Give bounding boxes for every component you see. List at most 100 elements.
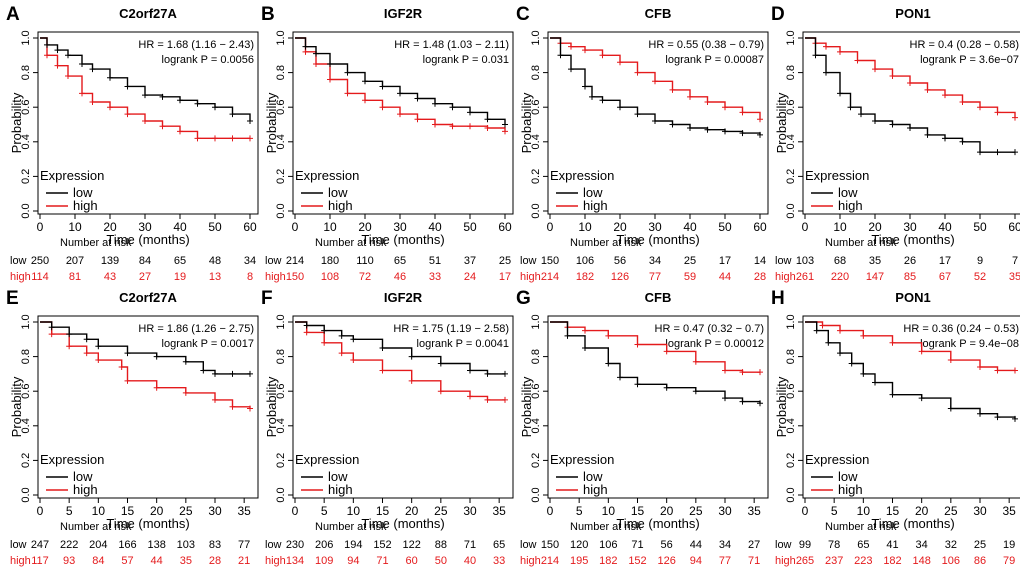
x-axis-label: Time (months) [106, 516, 189, 531]
legend-title: Expression [295, 452, 359, 467]
risk-count-low: 99 [799, 539, 811, 551]
censor-mark-low [825, 339, 832, 346]
risk-count-low: 77 [238, 539, 250, 551]
censor-mark-low [247, 370, 253, 377]
censor-mark-low [994, 414, 1001, 421]
risk-count-high: 28 [754, 271, 766, 283]
risk-count-high: 134 [286, 555, 304, 567]
censor-mark-low [872, 118, 878, 125]
risk-count-high: 27 [139, 271, 151, 283]
censor-mark-high [182, 389, 189, 396]
censor-mark-high [247, 405, 253, 412]
censor-mark-low [432, 100, 438, 107]
panel-letter: D [771, 4, 785, 25]
censor-mark-high [303, 329, 310, 336]
censor-mark-low [89, 66, 96, 73]
risk-count-low: 7 [1012, 255, 1018, 267]
x-tick-label: 25 [179, 504, 193, 518]
risk-count-low: 250 [31, 255, 49, 267]
x-tick-label: 50 [208, 220, 222, 234]
censor-mark-low [582, 83, 588, 90]
censor-mark-high [362, 97, 368, 104]
censor-mark-low [48, 324, 55, 331]
panel-h: H PON1 0.0 0.2 0.4 0.6 0.8 1.0 0 5 10 15 20 25 30 35 Tim… [771, 288, 1020, 567]
risk-count-low: 152 [373, 539, 391, 551]
risk-count-low: 65 [174, 255, 186, 267]
risk-count-high: 237 [825, 555, 843, 567]
risk-count-low: 68 [834, 255, 846, 267]
x-tick-label: 20 [103, 220, 117, 234]
risk-count-low: 150 [541, 255, 559, 267]
risk-count-high: 19 [174, 271, 186, 283]
risk-count-low: 34 [719, 539, 731, 551]
censor-mark-high [837, 327, 843, 334]
legend-label-high: high [73, 198, 98, 213]
censor-mark-low [467, 367, 473, 374]
censor-mark-high [918, 348, 925, 355]
risk-row-label-low: low [775, 539, 792, 551]
risk-count-high: 214 [541, 271, 559, 283]
censor-mark-high [449, 123, 456, 130]
censor-mark-low [652, 118, 658, 125]
legend-label-high: high [73, 482, 98, 497]
risk-count-low: 71 [464, 539, 476, 551]
censor-mark-low [669, 121, 676, 128]
censor-mark-high [617, 59, 623, 66]
censor-mark-low [107, 74, 113, 81]
censor-mark-high [44, 52, 50, 59]
y-tick-label: 1.0 [275, 30, 287, 45]
y-tick-label: 1.0 [785, 30, 797, 45]
km-curve-high [40, 321, 251, 409]
risk-count-high: 85 [904, 271, 916, 283]
risk-count-high: 223 [854, 555, 872, 567]
logrank-text: logrank P = 0.0041 [417, 338, 509, 350]
risk-row-label-low: low [520, 255, 537, 267]
risk-count-low: 26 [904, 255, 916, 267]
censor-mark-high [95, 357, 102, 364]
censor-mark-low [823, 69, 829, 76]
censor-mark-low [54, 47, 61, 54]
censor-mark-high [83, 350, 90, 357]
censor-mark-low [153, 353, 160, 360]
y-tick-label: 0.6 [275, 100, 287, 115]
x-tick-label: 20 [358, 220, 372, 234]
censor-mark-high [302, 48, 309, 55]
legend-label-high: high [583, 482, 608, 497]
censor-mark-high [977, 104, 983, 111]
risk-count-low: 32 [945, 539, 957, 551]
censor-mark-high [889, 73, 896, 80]
censor-mark-high [994, 367, 1001, 374]
censor-mark-high [704, 99, 711, 106]
x-tick-label: 0 [802, 504, 809, 518]
legend-label-low: low [583, 469, 603, 484]
legend-label-low: low [838, 469, 858, 484]
censor-mark-low [687, 124, 693, 131]
x-tick-label: 10 [857, 504, 871, 518]
censor-mark-high [502, 396, 508, 403]
risk-count-low: 103 [177, 539, 195, 551]
censor-mark-low [321, 327, 328, 334]
risk-count-low: 207 [66, 255, 84, 267]
y-tick-label: 0.2 [20, 169, 32, 184]
risk-count-high: 40 [464, 555, 476, 567]
censor-mark-low [872, 379, 878, 386]
risk-count-low: 35 [869, 255, 881, 267]
logrank-text: logrank P = 0.031 [423, 54, 509, 66]
risk-count-high: 28 [209, 555, 221, 567]
censor-mark-low [848, 360, 855, 367]
censor-mark-high [663, 348, 670, 355]
censor-mark-low [344, 69, 351, 76]
panel-letter: A [6, 4, 20, 25]
censor-mark-high [599, 52, 606, 59]
risk-count-low: 65 [857, 539, 869, 551]
y-tick-label: 0.2 [530, 453, 542, 468]
legend-label-low: low [583, 185, 603, 200]
censor-mark-low [813, 327, 820, 334]
risk-count-high: 35 [180, 555, 192, 567]
risk-count-low: 230 [286, 539, 304, 551]
hr-text: HR = 1.48 (1.03 − 2.11) [394, 39, 509, 51]
censor-mark-low [1012, 415, 1018, 422]
censor-mark-low [977, 149, 983, 156]
x-tick-label: 10 [347, 504, 361, 518]
risk-count-high: 126 [657, 555, 675, 567]
